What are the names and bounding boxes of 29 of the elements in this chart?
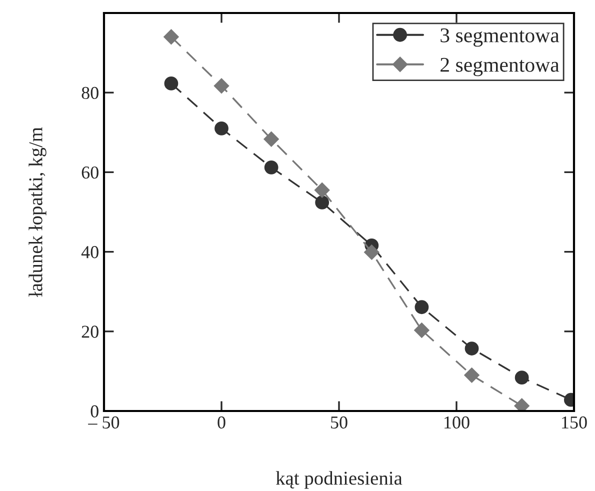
x-tick-label: 100 bbox=[444, 416, 470, 429]
point bbox=[264, 160, 278, 174]
point bbox=[414, 300, 429, 314]
y-tick-label: 20 bbox=[82, 326, 98, 338]
x-tick-label: 50 bbox=[331, 416, 348, 429]
point bbox=[264, 132, 279, 147]
x-tick-label: – 50 bbox=[88, 416, 120, 429]
y-axis-title: ładunek łopatki, kg/m bbox=[28, 127, 46, 297]
point bbox=[464, 342, 479, 356]
point bbox=[514, 370, 529, 385]
point bbox=[314, 182, 330, 198]
legend-label: 3 segmentowa bbox=[440, 28, 560, 47]
x-tick-label: 150 bbox=[562, 416, 587, 429]
y-tick-label: 40 bbox=[81, 246, 98, 258]
point bbox=[464, 368, 480, 383]
point bbox=[214, 121, 228, 136]
x-axis-title: kąt podniesienia bbox=[276, 471, 402, 489]
y-tick-label: 60 bbox=[82, 166, 98, 179]
point bbox=[164, 29, 179, 44]
point bbox=[364, 244, 380, 260]
point bbox=[214, 78, 230, 94]
y-tick-label: 0 bbox=[90, 405, 98, 418]
point bbox=[414, 322, 430, 338]
x-tick-label: 0 bbox=[218, 416, 226, 429]
y-tick-label: 80 bbox=[82, 86, 98, 100]
point bbox=[315, 196, 330, 210]
legend-label: 2 segmentowa bbox=[440, 58, 560, 76]
point bbox=[514, 398, 530, 411]
point bbox=[164, 76, 178, 90]
